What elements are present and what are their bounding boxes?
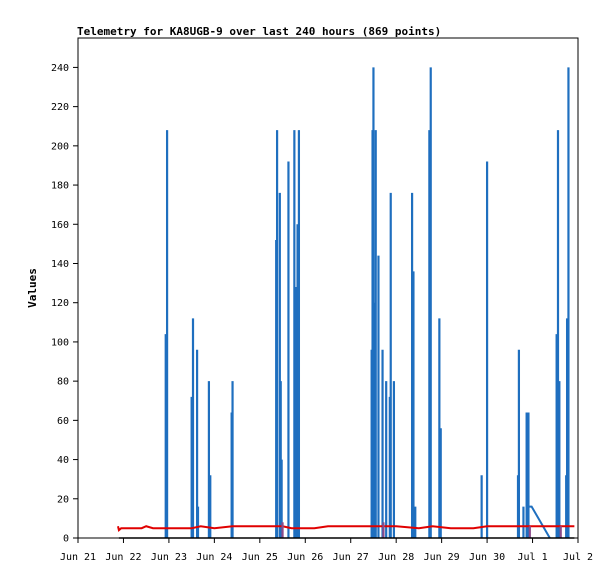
x-tick-label: Jun 29	[424, 552, 460, 563]
y-tick-label: 100	[51, 337, 69, 348]
y-tick-label: 200	[51, 141, 69, 152]
x-tick-label: Jun 25	[242, 552, 278, 563]
y-tick-label: 80	[57, 377, 69, 388]
series-purple	[281, 522, 562, 538]
y-axis-label: Values	[26, 268, 39, 308]
series-layer	[117, 67, 575, 539]
x-tick-label: Jun 24	[196, 552, 232, 563]
y-tick-label: 180	[51, 181, 69, 192]
x-tick-label: Jun 28	[378, 552, 414, 563]
y-tick-label: 240	[51, 63, 69, 74]
y-tick-label: 60	[57, 416, 69, 427]
x-tick-label: Jun 21	[60, 552, 96, 563]
plot-frame	[77, 37, 579, 539]
chart-title: Telemetry for KA8UGB-9 over last 240 hou…	[77, 25, 441, 38]
x-tick-label: Jun 27	[333, 552, 369, 563]
x-tick-label: Jun 22	[105, 552, 141, 563]
x-tick-label: Jun 23	[151, 552, 187, 563]
x-tick-label: Jun 30	[469, 552, 505, 563]
y-tick-label: 40	[57, 455, 69, 466]
series-red	[117, 525, 575, 532]
y-tick-label: 140	[51, 259, 69, 270]
y-tick-label: 20	[57, 494, 69, 505]
series-blue	[164, 67, 570, 539]
y-tick-label: 220	[51, 102, 69, 113]
y-tick-label: 0	[63, 534, 69, 545]
x-tick-label: Jun 26	[287, 552, 323, 563]
x-tick-label: Jul 1	[517, 552, 547, 563]
y-tick-label: 160	[51, 220, 69, 231]
y-tick-label: 120	[51, 298, 69, 309]
x-tick-label: Jul 2	[563, 552, 593, 563]
series-segment	[526, 505, 551, 539]
x-axis: Jun 21 Jun 22 Jun 23 Jun 24 Jun 25 Jun 26 Jun …	[60, 538, 593, 563]
y-axis: 0 20 40 60 80 100 120 140 160 180 200 220 240	[51, 63, 78, 545]
series-line	[117, 525, 575, 532]
